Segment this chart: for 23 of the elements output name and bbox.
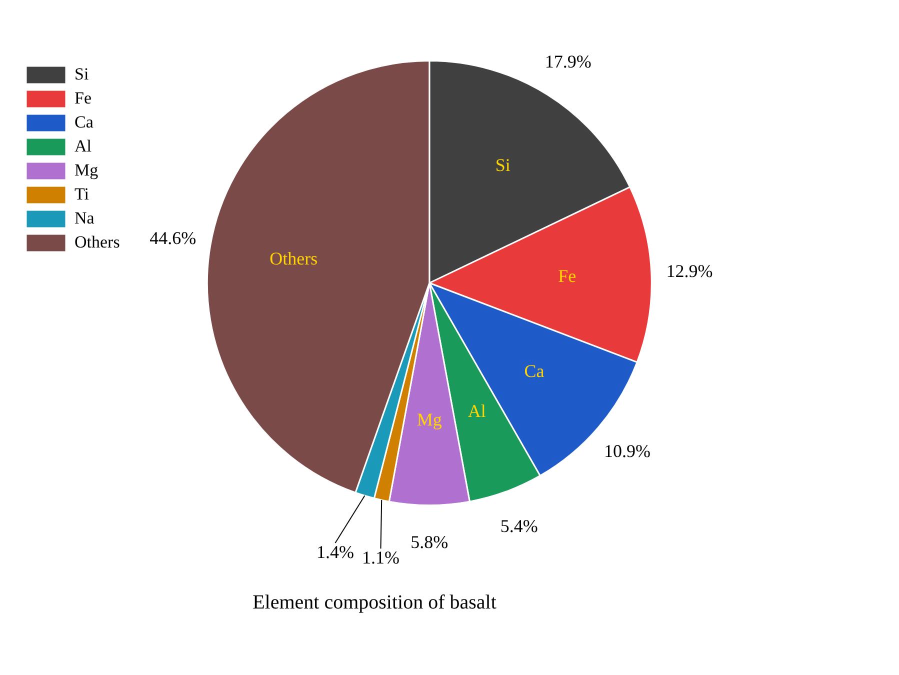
slice-label: Others — [270, 248, 318, 268]
data-label: 1.1% — [362, 547, 400, 568]
data-label: 12.9% — [666, 261, 713, 282]
legend-label: Ca — [74, 112, 94, 132]
legend-label: Others — [74, 232, 120, 252]
text: Element composition of basalt — [252, 591, 497, 614]
legend-label: Al — [74, 136, 92, 156]
data-label: 44.6% — [150, 228, 196, 248]
data-label: 1.4% — [316, 542, 354, 562]
data-label: 10.9% — [604, 440, 651, 461]
legend-label: Ti — [74, 184, 90, 204]
legend-label: Si — [74, 64, 89, 84]
legend-label: Fe — [74, 88, 92, 108]
data-label: 5.8% — [410, 532, 448, 552]
data-label: 5.4% — [500, 516, 538, 536]
slice-label: Mg — [416, 410, 442, 430]
data-label: 17.9% — [544, 52, 592, 72]
legend-label: Mg — [74, 160, 99, 180]
slice-label: Ca — [524, 361, 544, 382]
legend-label: Na — [74, 208, 95, 228]
slice-label: Al — [468, 401, 486, 422]
slice-label: Fe — [558, 266, 576, 286]
slice-label: Si — [495, 155, 510, 176]
